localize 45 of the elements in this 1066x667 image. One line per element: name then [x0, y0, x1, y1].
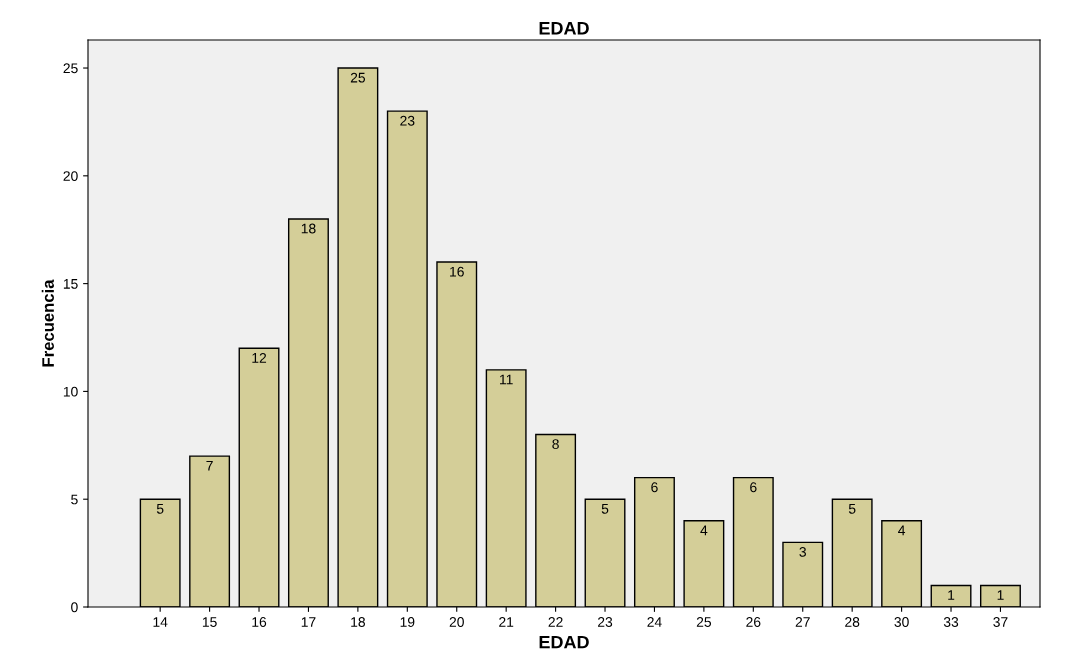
x-tick-label: 17	[301, 617, 316, 627]
data-label: 1	[948, 590, 955, 600]
data-label: 5	[156, 504, 164, 514]
y-axis-title: Frecuencia	[41, 279, 54, 367]
x-tick-label: 14	[153, 617, 168, 627]
x-tick-label: 20	[449, 617, 464, 627]
data-label: 25	[350, 72, 366, 83]
data-label: 4	[700, 525, 708, 536]
x-axis-title: EDAD	[539, 635, 589, 649]
y-tick-label: 5	[71, 494, 78, 505]
data-label: 11	[500, 374, 513, 385]
x-tick-label: 23	[598, 617, 613, 627]
x-tick-label: 15	[202, 617, 217, 627]
y-tick-label: 20	[63, 171, 78, 181]
data-label: 12	[252, 352, 267, 363]
y-tick-label: 0	[71, 602, 78, 613]
data-label: 18	[301, 223, 316, 234]
y-tick-label: 25	[63, 63, 78, 74]
data-label: 23	[400, 115, 415, 126]
x-tick-label: 37	[993, 617, 1008, 627]
data-label: 6	[651, 482, 658, 493]
x-tick-label: 26	[746, 617, 761, 627]
x-tick-label: 30	[894, 617, 909, 627]
chart-title: EDAD	[539, 22, 589, 35]
x-tick-label: 16	[252, 617, 267, 627]
x-tick-label: 28	[845, 617, 860, 627]
data-label: 5	[601, 504, 609, 514]
y-tick-label: 15	[63, 279, 78, 289]
x-tick-label: 33	[943, 617, 959, 627]
data-label: 16	[450, 266, 464, 277]
data-label: 5	[848, 504, 856, 514]
x-tick-label: 18	[351, 617, 365, 627]
x-tick-label: 24	[647, 617, 662, 627]
data-label: 4	[898, 525, 906, 536]
x-tick-label: 25	[696, 617, 712, 627]
x-tick-label: 22	[548, 617, 563, 627]
x-tick-label: 21	[499, 617, 514, 627]
data-label: 7	[206, 460, 213, 471]
data-label: 3	[799, 547, 806, 557]
y-tick-label: 10	[63, 386, 78, 397]
data-label: 6	[750, 482, 757, 493]
x-tick-label: 19	[400, 617, 415, 627]
data-label: 1	[997, 590, 1004, 600]
x-tick-label: 27	[795, 617, 810, 627]
data-label: 8	[552, 439, 559, 450]
